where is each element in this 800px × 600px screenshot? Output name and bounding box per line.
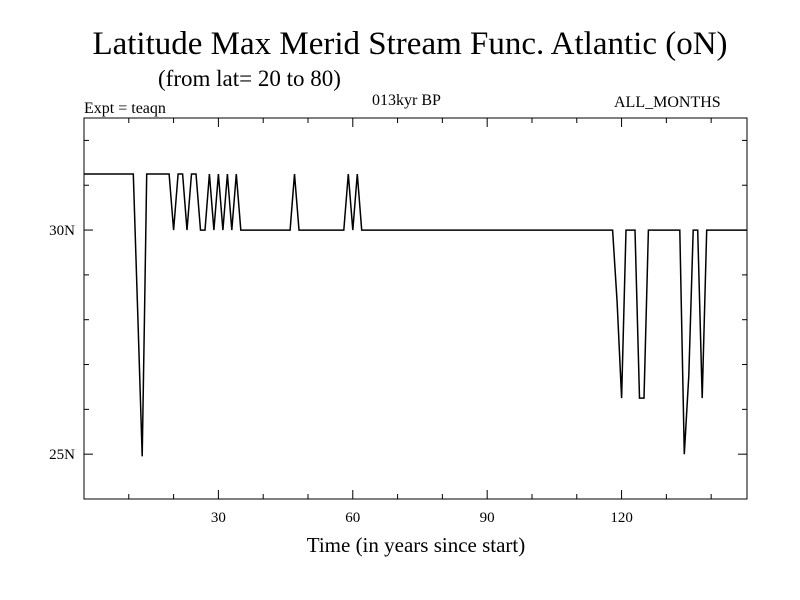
x-tick-label: 30	[211, 510, 226, 526]
tick-group	[84, 118, 747, 500]
period-label: 013kyr BP	[372, 92, 441, 109]
x-tick-label: 60	[345, 510, 360, 526]
chart-subtitle: (from lat= 20 to 80)	[158, 66, 341, 91]
chart-title: Latitude Max Merid Stream Func. Atlantic…	[92, 26, 728, 62]
series-group	[84, 173, 747, 457]
plot-frame	[83, 117, 748, 500]
x-axis-label: Time (in years since start)	[306, 533, 526, 557]
x-tick-label: 120	[610, 510, 633, 526]
experiment-label: Expt = teaqn	[84, 100, 166, 117]
months-label: ALL_MONTHS	[614, 94, 721, 111]
tick-label-group: 30 60 90 120 25N 30N	[49, 223, 633, 526]
y-tick-label: 25N	[49, 447, 75, 463]
y-tick-label: 30N	[49, 223, 75, 239]
series-line	[84, 173, 747, 457]
x-tick-label: 90	[480, 510, 495, 526]
